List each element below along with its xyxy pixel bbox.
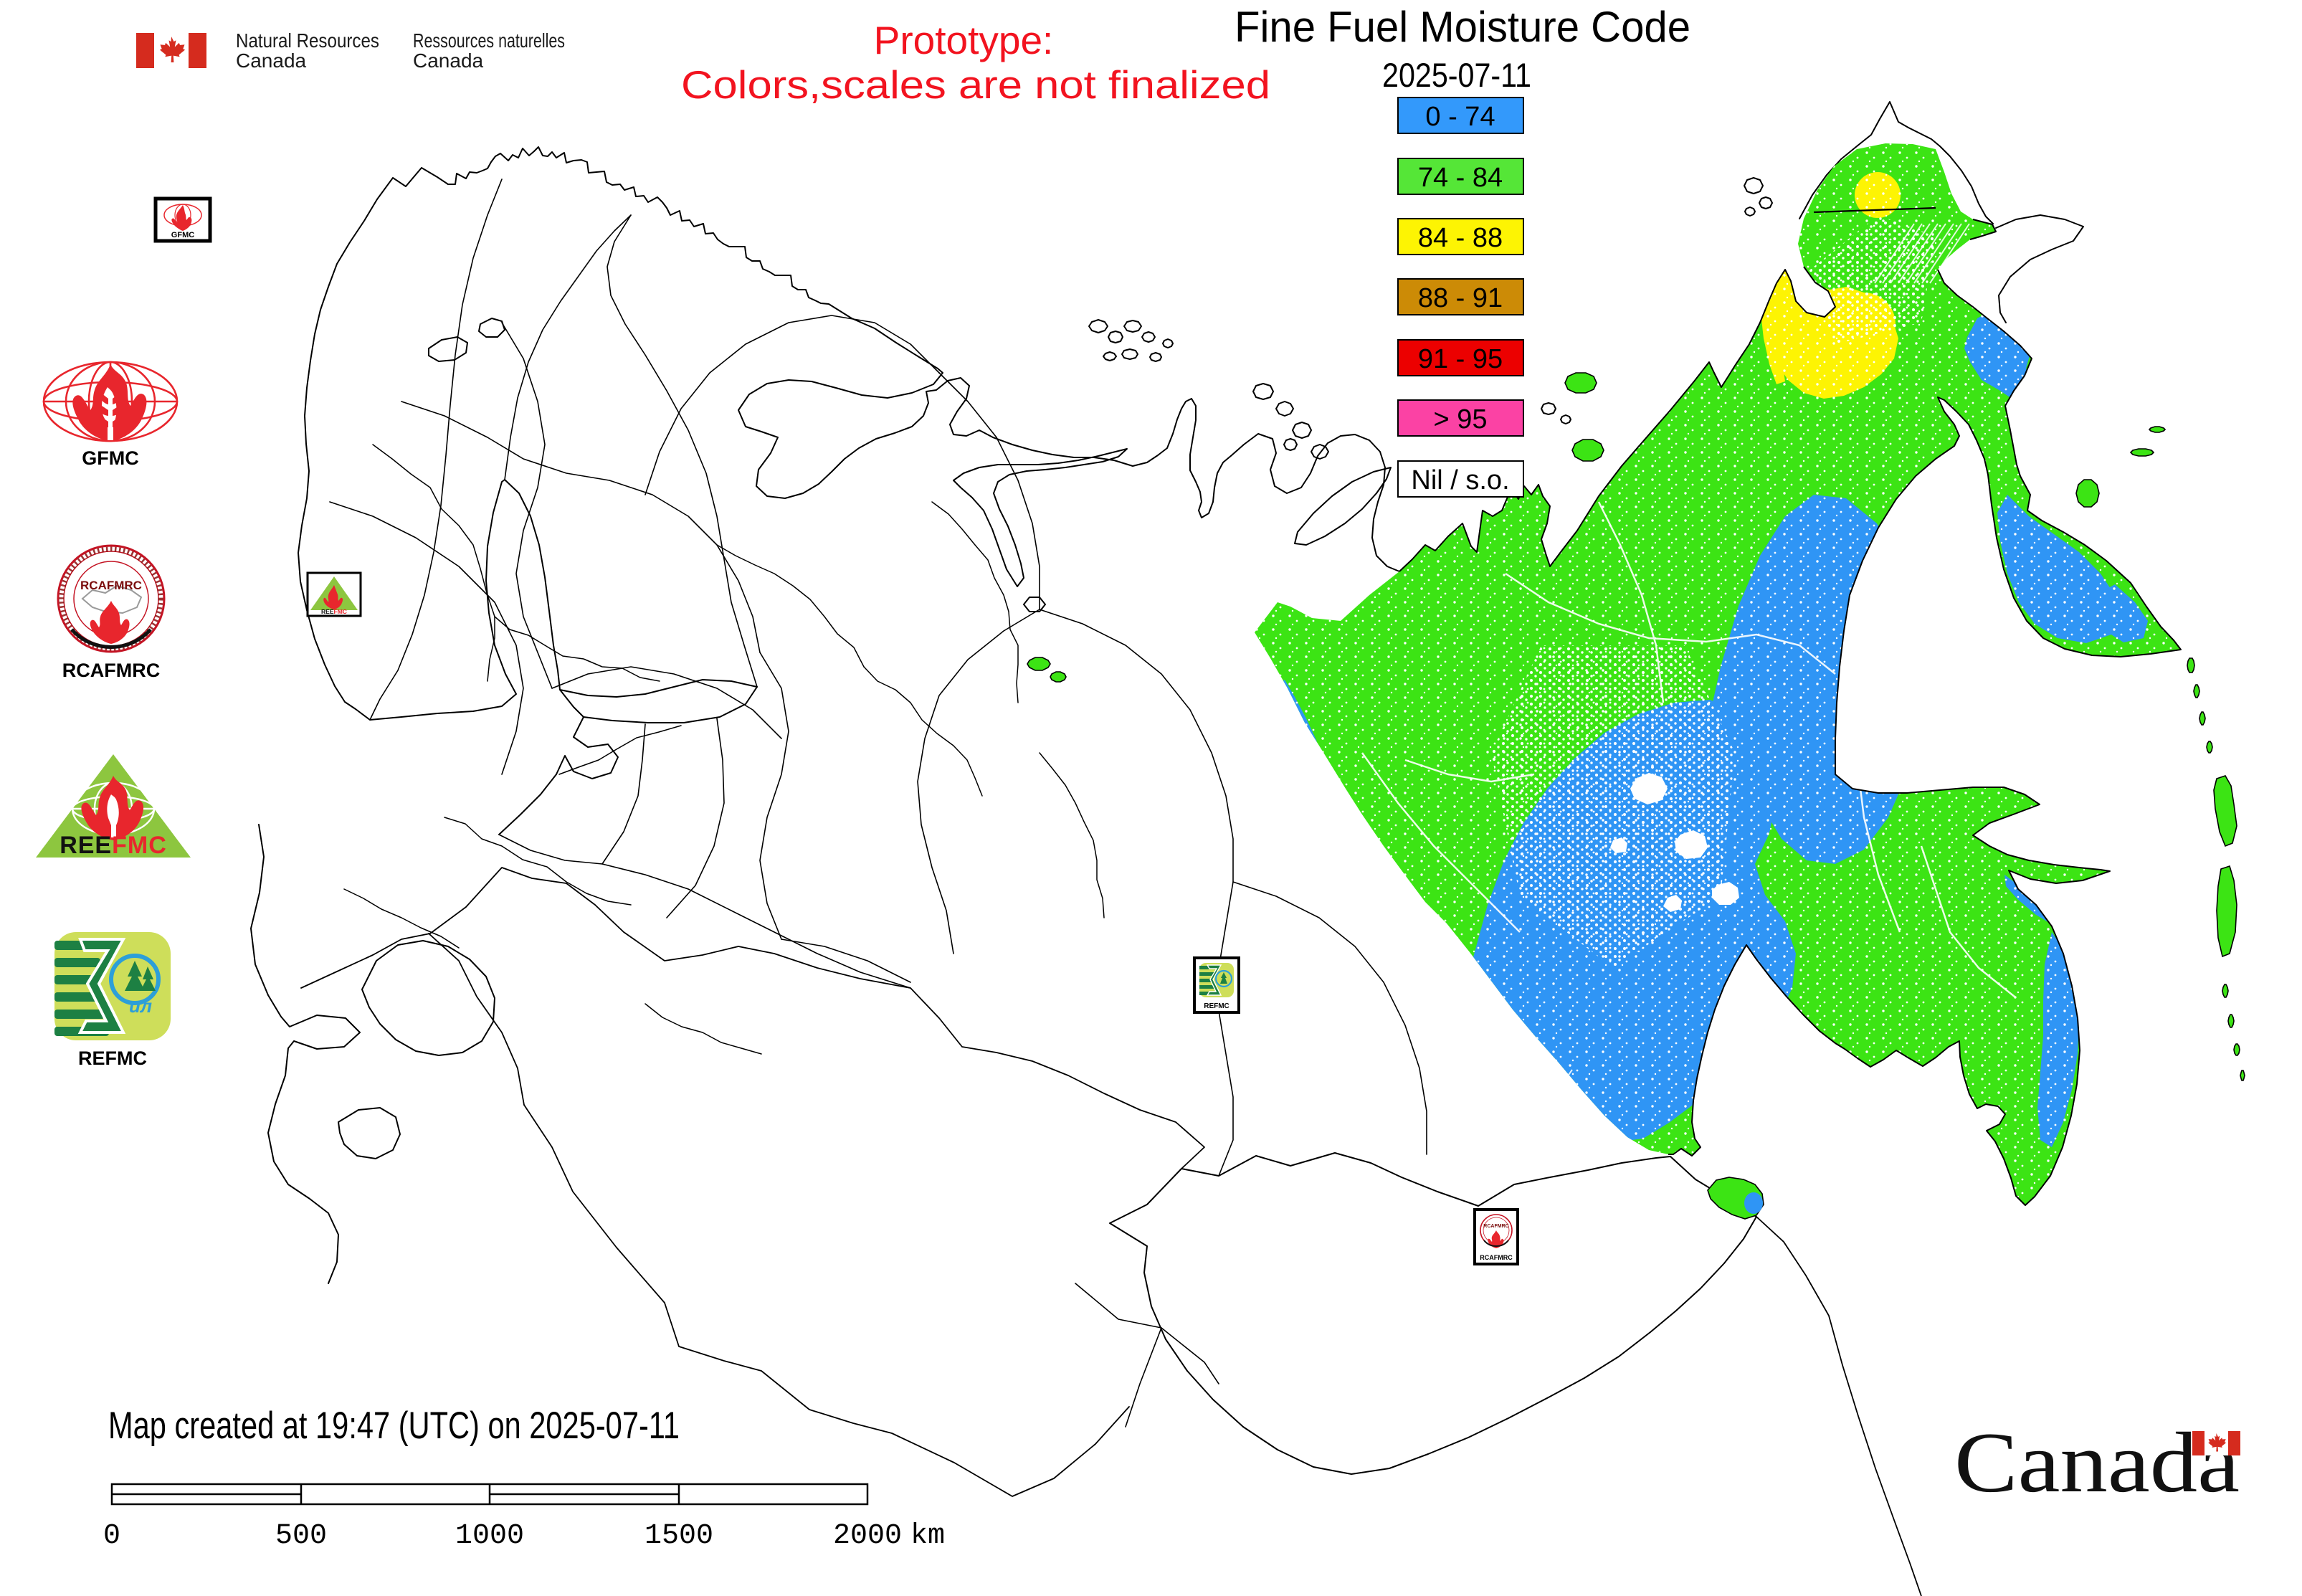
svg-text:Natural Resources: Natural Resources [236, 29, 379, 52]
svg-text:RCAFMRC: RCAFMRC [1483, 1224, 1508, 1229]
svg-text:84 - 88: 84 - 88 [1418, 223, 1503, 253]
svg-text:GFMC: GFMC [171, 231, 194, 239]
svg-text:RCAFMRC: RCAFMRC [80, 579, 142, 592]
svg-text:REEFMC: REEFMC [321, 608, 347, 615]
svg-text:> 95: > 95 [1433, 404, 1487, 434]
svg-text:2025-07-11: 2025-07-11 [1382, 56, 1531, 94]
svg-text:Map created at 19:47 (UTC) on: Map created at 19:47 (UTC) on 2025-07-11 [108, 1405, 680, 1447]
svg-text:Colors,scales are not finalize: Colors,scales are not finalized [681, 62, 1270, 107]
svg-text:Ressources naturelles: Ressources naturelles [413, 29, 565, 52]
svg-text:0: 0 [103, 1520, 120, 1552]
svg-text:RCAFMRC: RCAFMRC [62, 660, 160, 681]
svg-text:RCAFMRC: RCAFMRC [1480, 1254, 1513, 1261]
svg-text:REEFMC: REEFMC [60, 832, 167, 859]
svg-text:Fine Fuel Moisture Code: Fine Fuel Moisture Code [1235, 3, 1690, 51]
svg-text:ил: ил [129, 995, 152, 1017]
svg-text:91 - 95: 91 - 95 [1418, 344, 1503, 374]
svg-text:88 - 91: 88 - 91 [1418, 283, 1503, 313]
svg-text:Canada: Canada [413, 49, 484, 72]
svg-text:GFMC: GFMC [82, 447, 138, 469]
svg-text:Canada: Canada [1954, 1415, 2240, 1510]
svg-text:2000: 2000 [833, 1520, 902, 1552]
svg-text:Canada: Canada [236, 49, 307, 72]
svg-text:1000: 1000 [455, 1520, 524, 1552]
svg-text:REFMC: REFMC [78, 1048, 147, 1069]
svg-text:km: km [910, 1520, 945, 1552]
svg-text:Nil / s.o.: Nil / s.o. [1411, 465, 1509, 495]
svg-text:REFMC: REFMC [1204, 1002, 1230, 1010]
svg-text:1500: 1500 [645, 1520, 713, 1552]
svg-text:Prototype:: Prototype: [874, 18, 1054, 62]
svg-text:0 - 74: 0 - 74 [1425, 102, 1495, 132]
svg-text:74 - 84: 74 - 84 [1418, 163, 1503, 193]
svg-text:500: 500 [275, 1520, 327, 1552]
